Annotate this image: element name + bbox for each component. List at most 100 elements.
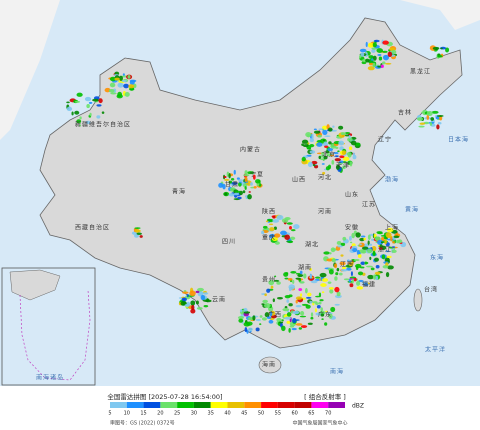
echo [323,251,330,255]
echo [305,132,312,138]
place-label: 河北 [318,174,332,182]
echo [305,287,308,294]
echo [274,233,281,238]
echo [139,235,143,238]
echo [436,114,444,117]
echo [384,239,387,245]
echo [230,177,235,181]
echo [228,173,231,179]
echo [189,290,196,297]
echo [359,55,362,59]
echo [335,294,342,299]
echo [299,315,307,318]
echo [237,196,242,200]
echo [313,128,317,131]
echo [301,156,306,162]
echo [430,117,435,121]
echo [186,294,189,298]
echo [224,178,230,181]
echo [379,244,383,248]
echo [344,131,351,135]
echo [374,257,379,262]
echo [109,76,116,82]
echo [299,293,303,297]
echo [360,52,365,57]
echo [233,169,236,175]
echo [330,247,336,253]
echo [322,139,326,142]
echo [285,272,289,275]
echo [351,232,355,239]
echo [361,246,369,250]
legend-title: 全国雷达拼图 [2025-07-28 16:54:00] [107,392,222,401]
echo [366,265,373,268]
echo [321,291,325,294]
echo [321,278,329,282]
echo [195,300,199,305]
echo [279,321,284,324]
place-label: 福建 [362,281,376,289]
echo [331,160,335,165]
echo [381,254,386,260]
echo [323,141,328,147]
echo [371,245,377,252]
echo [445,47,450,53]
echo [272,298,275,303]
echo [224,192,228,196]
echo [366,248,373,254]
echo [355,232,361,238]
place-label: 湖南 [298,264,312,272]
echo [282,308,290,312]
echo [110,92,117,95]
echo [136,232,142,235]
echo [320,313,325,317]
echo [134,227,141,229]
echo [261,317,267,321]
echo [128,84,135,89]
echo [353,258,360,261]
echo [329,252,332,255]
echo [248,191,251,193]
echo [387,51,393,58]
scale-swatch [227,402,245,408]
place-label: 内蒙古 [240,146,261,154]
echo [286,320,291,324]
echo [247,171,254,175]
scale-label: 55 [275,411,281,417]
echo [263,302,271,308]
echo [371,48,376,53]
radar-echoes [17,39,450,334]
echo [134,229,141,233]
echo [350,140,357,146]
echo [334,158,341,162]
echo [291,229,296,232]
echo [364,261,369,265]
echo [349,283,354,288]
echo [338,272,343,276]
echo [385,232,392,238]
echo [255,179,261,184]
echo [356,286,364,290]
echo [270,285,274,289]
echo [295,323,303,326]
place-label: 新疆维吾尔自治区 [75,121,131,129]
echo [382,50,388,53]
echo [261,303,265,306]
echo [269,311,273,317]
echo [347,260,353,263]
echo [98,98,103,104]
echo [310,312,314,317]
echo [202,292,209,295]
echo [276,317,282,322]
echo [307,142,310,145]
scale-swatch [311,402,329,408]
echo [248,327,253,332]
echo [372,274,376,280]
echo [298,288,303,292]
echo [334,303,340,306]
echo [117,82,124,88]
scale-label: 5 [108,411,111,417]
echo [262,225,268,229]
echo [367,234,371,240]
echo [228,193,235,197]
